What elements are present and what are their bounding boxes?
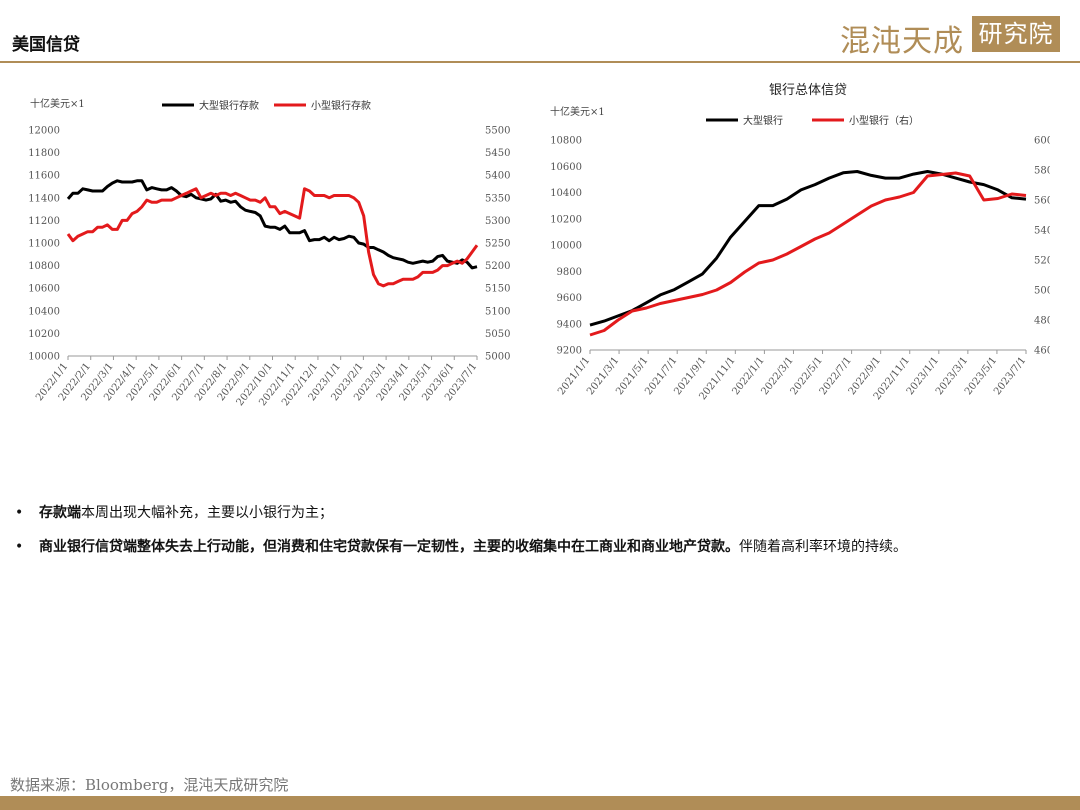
y-left-tick-label: 10400 [550, 188, 582, 199]
y-right-tick-label: 5300 [485, 216, 510, 227]
y-right-tick-label: 4600 [1034, 346, 1050, 357]
legend-label: 大型银行存款 [199, 99, 259, 112]
legend-label: 大型银行 [743, 114, 783, 127]
y-left-tick-label: 11400 [28, 193, 60, 204]
y-left-tick-label: 9600 [557, 293, 582, 304]
page-title: 美国信贷 [12, 35, 80, 55]
bullet-list: • 存款端本周出现大幅补充，主要以小银行为主； • 商业银行信贷端整体失去上行动… [15, 502, 1065, 570]
legend-label: 小型银行存款 [311, 99, 371, 112]
bullet-item: • 商业银行信贷端整体失去上行动能，但消费和住宅贷款保有一定韧性，主要的收缩集中… [15, 536, 1065, 558]
deposits-chart: 十亿美元×1 大型银行存款 小型银行存款 12000 11800 11600 11400 11… [28, 97, 510, 408]
y-right-tick-label: 5000 [1034, 286, 1050, 297]
logo-box-text: 研究院 [978, 20, 1054, 48]
y-right-tick-label: 5050 [485, 329, 510, 340]
y-right-tick-label: 5150 [485, 284, 510, 295]
source-note: 数据来源：Bloomberg，混沌天成研究院 [10, 776, 289, 794]
logo-brand-text: 混沌天成 [840, 24, 964, 59]
footer-bar [0, 796, 1080, 810]
y-right-tick-label: 5200 [485, 261, 510, 272]
y-left-tick-label: 10200 [28, 329, 60, 340]
y-left-tick-label: 10800 [550, 136, 582, 147]
y-left-tick-label: 10800 [28, 261, 60, 272]
y-right-tick-label: 5600 [1034, 196, 1050, 207]
y-right-tick-label: 5250 [485, 239, 510, 250]
chart-title: 银行总体信贷 [769, 83, 847, 98]
legend-label: 小型银行（右） [849, 114, 919, 127]
y-left-tick-label: 9400 [557, 319, 582, 330]
unit-label: 十亿美元×1 [550, 105, 605, 118]
bullet-dot: • [15, 505, 24, 521]
series-line [589, 171, 1027, 337]
y-right-tick-label: 5350 [485, 193, 510, 204]
y-left-tick-label: 11600 [28, 171, 60, 182]
header-divider [0, 61, 1080, 63]
y-right-tick-label: 5400 [485, 171, 510, 182]
logo-box: 研究院 [972, 16, 1060, 52]
y-left-tick-label: 11800 [28, 148, 60, 159]
y-right-tick-label: 4800 [1034, 316, 1050, 327]
y-left-tick-label: 9800 [557, 267, 582, 278]
y-right-tick-label: 5400 [1034, 226, 1050, 237]
y-right-tick-label: 6000 [1034, 136, 1050, 147]
y-right-tick-label: 5500 [485, 126, 510, 137]
y-left-tick-label: 11000 [28, 239, 60, 250]
y-right-tick-label: 5000 [485, 352, 510, 363]
series-line [589, 170, 1027, 327]
unit-label: 十亿美元×1 [30, 97, 85, 110]
series-line [66, 179, 478, 270]
bullet-text: 本周出现大幅补充，主要以小银行为主； [81, 505, 333, 521]
bullet-item: • 存款端本周出现大幅补充，主要以小银行为主； [15, 502, 1065, 524]
bullet-dot: • [15, 539, 24, 555]
bullet-bold-text: 存款端 [39, 505, 81, 521]
bullet-bold-text: 商业银行信贷端整体失去上行动能，但消费和住宅贷款保有一定韧性，主要的收缩集中在工… [39, 539, 739, 555]
y-left-tick-label: 10000 [550, 241, 582, 252]
y-left-tick-label: 10600 [550, 162, 582, 173]
y-left-tick-label: 10400 [28, 306, 60, 317]
y-left-tick-label: 11200 [28, 216, 60, 227]
y-right-tick-label: 5200 [1034, 256, 1050, 267]
y-left-tick-label: 9200 [557, 346, 582, 357]
y-left-tick-label: 10200 [550, 214, 582, 225]
y-left-tick-label: 10600 [28, 284, 60, 295]
y-left-tick-label: 10000 [28, 352, 60, 363]
series-line [66, 187, 479, 288]
logo: 混沌天成 研究院 [840, 12, 1062, 59]
y-right-tick-label: 5450 [485, 148, 510, 159]
y-left-tick-label: 12000 [28, 126, 60, 137]
y-right-tick-label: 5800 [1034, 166, 1050, 177]
bullet-text: 伴随着高利率环境的持续。 [739, 539, 907, 555]
y-right-tick-label: 5100 [485, 306, 510, 317]
